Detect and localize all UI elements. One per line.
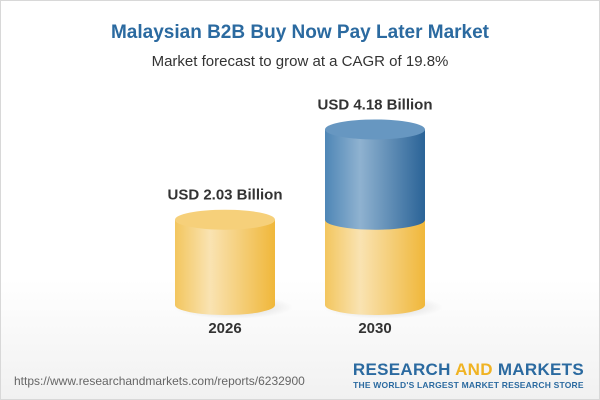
category-label: 2026 [208,320,241,337]
logo-text-3: MARKETS [492,360,584,379]
bar-base-segment [175,219,275,315]
bar-top-cap [175,209,275,230]
logo-text-1: RESEARCH [352,360,456,379]
research-and-markets-logo: RESEARCH AND MARKETS THE WORLD'S LARGEST… [353,360,584,390]
chart-title: Malaysian B2B Buy Now Pay Later Market [110,22,490,43]
logo-tagline: THE WORLD'S LARGEST MARKET RESEARCH STOR… [353,380,584,390]
source-url[interactable]: https://www.researchandmarkets.com/repor… [14,374,305,388]
chart-subtitle: Market forecast to grow at a CAGR of 19.… [151,53,449,70]
category-label: 2030 [358,320,391,337]
logo-text-2: AND [455,360,493,379]
bar-growth-segment [325,129,425,230]
data-label: USD 2.03 Billion [167,187,282,204]
data-label: USD 4.18 Billion [317,96,432,113]
bar-top-cap [325,119,425,140]
bar-base-segment [325,219,425,315]
